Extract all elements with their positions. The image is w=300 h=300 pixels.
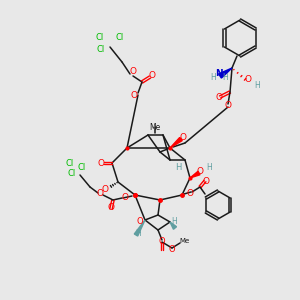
Text: Cl: Cl [78, 163, 86, 172]
Text: Cl: Cl [116, 32, 124, 41]
Text: H: H [210, 74, 216, 82]
Text: Cl: Cl [96, 32, 104, 41]
Polygon shape [170, 137, 182, 148]
Text: O: O [101, 184, 109, 194]
Text: H: H [171, 217, 177, 226]
Text: O: O [187, 188, 194, 197]
Polygon shape [170, 222, 176, 229]
Polygon shape [134, 220, 145, 236]
Text: O: O [196, 167, 203, 176]
Text: Cl: Cl [68, 169, 76, 178]
Text: O: O [107, 203, 115, 212]
Text: N: N [215, 68, 223, 77]
Text: O: O [179, 134, 187, 142]
Text: H: H [175, 164, 181, 172]
Text: Cl: Cl [97, 46, 105, 55]
Text: H: H [222, 74, 228, 82]
Text: O: O [244, 76, 251, 85]
Text: O: O [202, 178, 209, 187]
Text: O: O [159, 238, 165, 247]
Text: O: O [130, 68, 136, 76]
Text: O: O [137, 218, 143, 226]
Text: Me: Me [179, 238, 189, 244]
Polygon shape [190, 171, 200, 178]
Text: O: O [130, 91, 137, 100]
Text: O: O [98, 158, 104, 167]
Text: Me: Me [149, 122, 161, 131]
Text: H: H [254, 80, 260, 89]
Text: O: O [122, 194, 128, 202]
Text: H: H [135, 229, 141, 238]
Text: Cl: Cl [66, 158, 74, 167]
Text: O: O [97, 188, 104, 197]
Text: O: O [148, 71, 155, 80]
Polygon shape [219, 68, 232, 78]
Text: O: O [224, 101, 232, 110]
Text: O: O [215, 94, 223, 103]
Text: O: O [169, 245, 175, 254]
Text: H: H [206, 164, 212, 172]
